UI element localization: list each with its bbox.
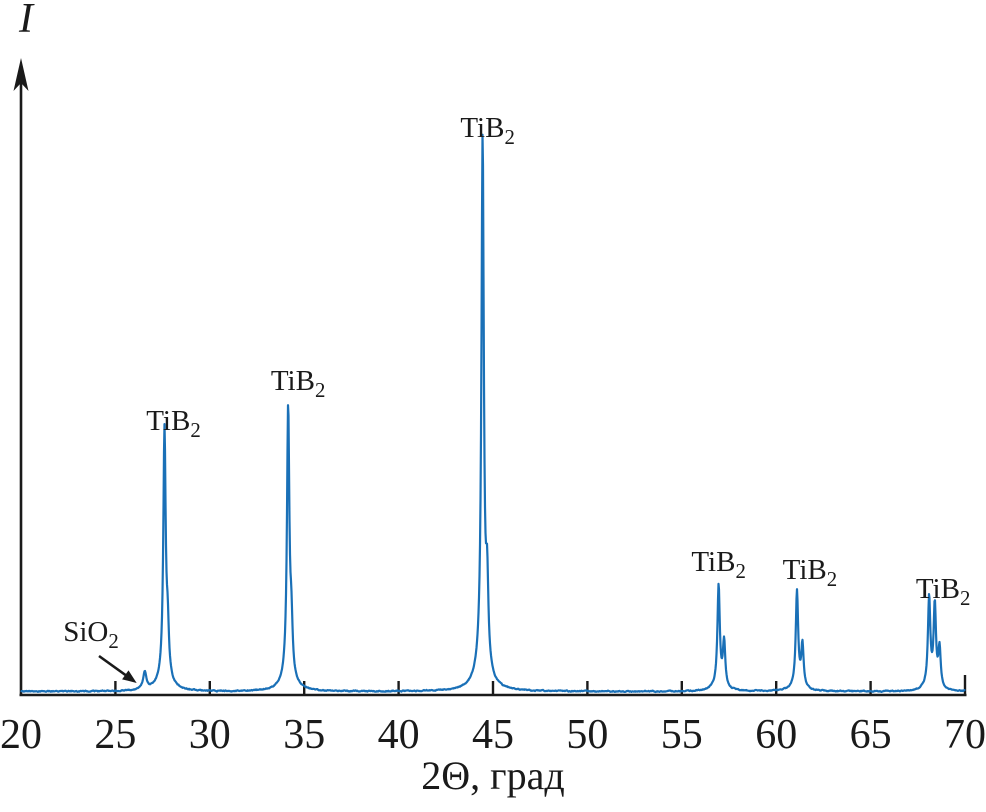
sio2-annotation-arrow (98, 654, 130, 679)
x-tick-label: 70 (944, 712, 986, 758)
peak-label-tib2-56.95: TiB2 (691, 546, 746, 584)
x-tick-label: 45 (472, 712, 514, 758)
y-axis-arrowhead-icon (13, 58, 29, 91)
sio2-annotation-label: SiO2 (63, 616, 119, 653)
x-tick-label: 40 (377, 712, 420, 758)
x-tick-label: 55 (660, 712, 703, 758)
x-tick-label: 50 (566, 712, 609, 758)
peak-label-tib2-61.1: TiB2 (782, 553, 838, 591)
peak-label-tib2-44.45: TiB2 (460, 111, 515, 149)
y-axis-label: I (19, 0, 33, 42)
x-tick-label: 65 (849, 712, 892, 758)
x-tick-label: 30 (188, 712, 231, 758)
x-tick-label: 35 (283, 712, 326, 758)
x-axis-label: 2Θ, град (421, 753, 565, 798)
xrd-curve (20, 133, 966, 694)
peak-label-tib2-27.6: TiB2 (146, 404, 201, 442)
sio2-arrowhead-icon (122, 670, 137, 683)
x-tick-label: 60 (755, 712, 798, 758)
peak-label-tib2-68.1: TiB2 (915, 573, 971, 611)
peak-label-tib2-34.15: TiB2 (270, 364, 326, 402)
x-tick-label: 25 (94, 712, 137, 758)
x-tick-label: 20 (0, 712, 42, 758)
